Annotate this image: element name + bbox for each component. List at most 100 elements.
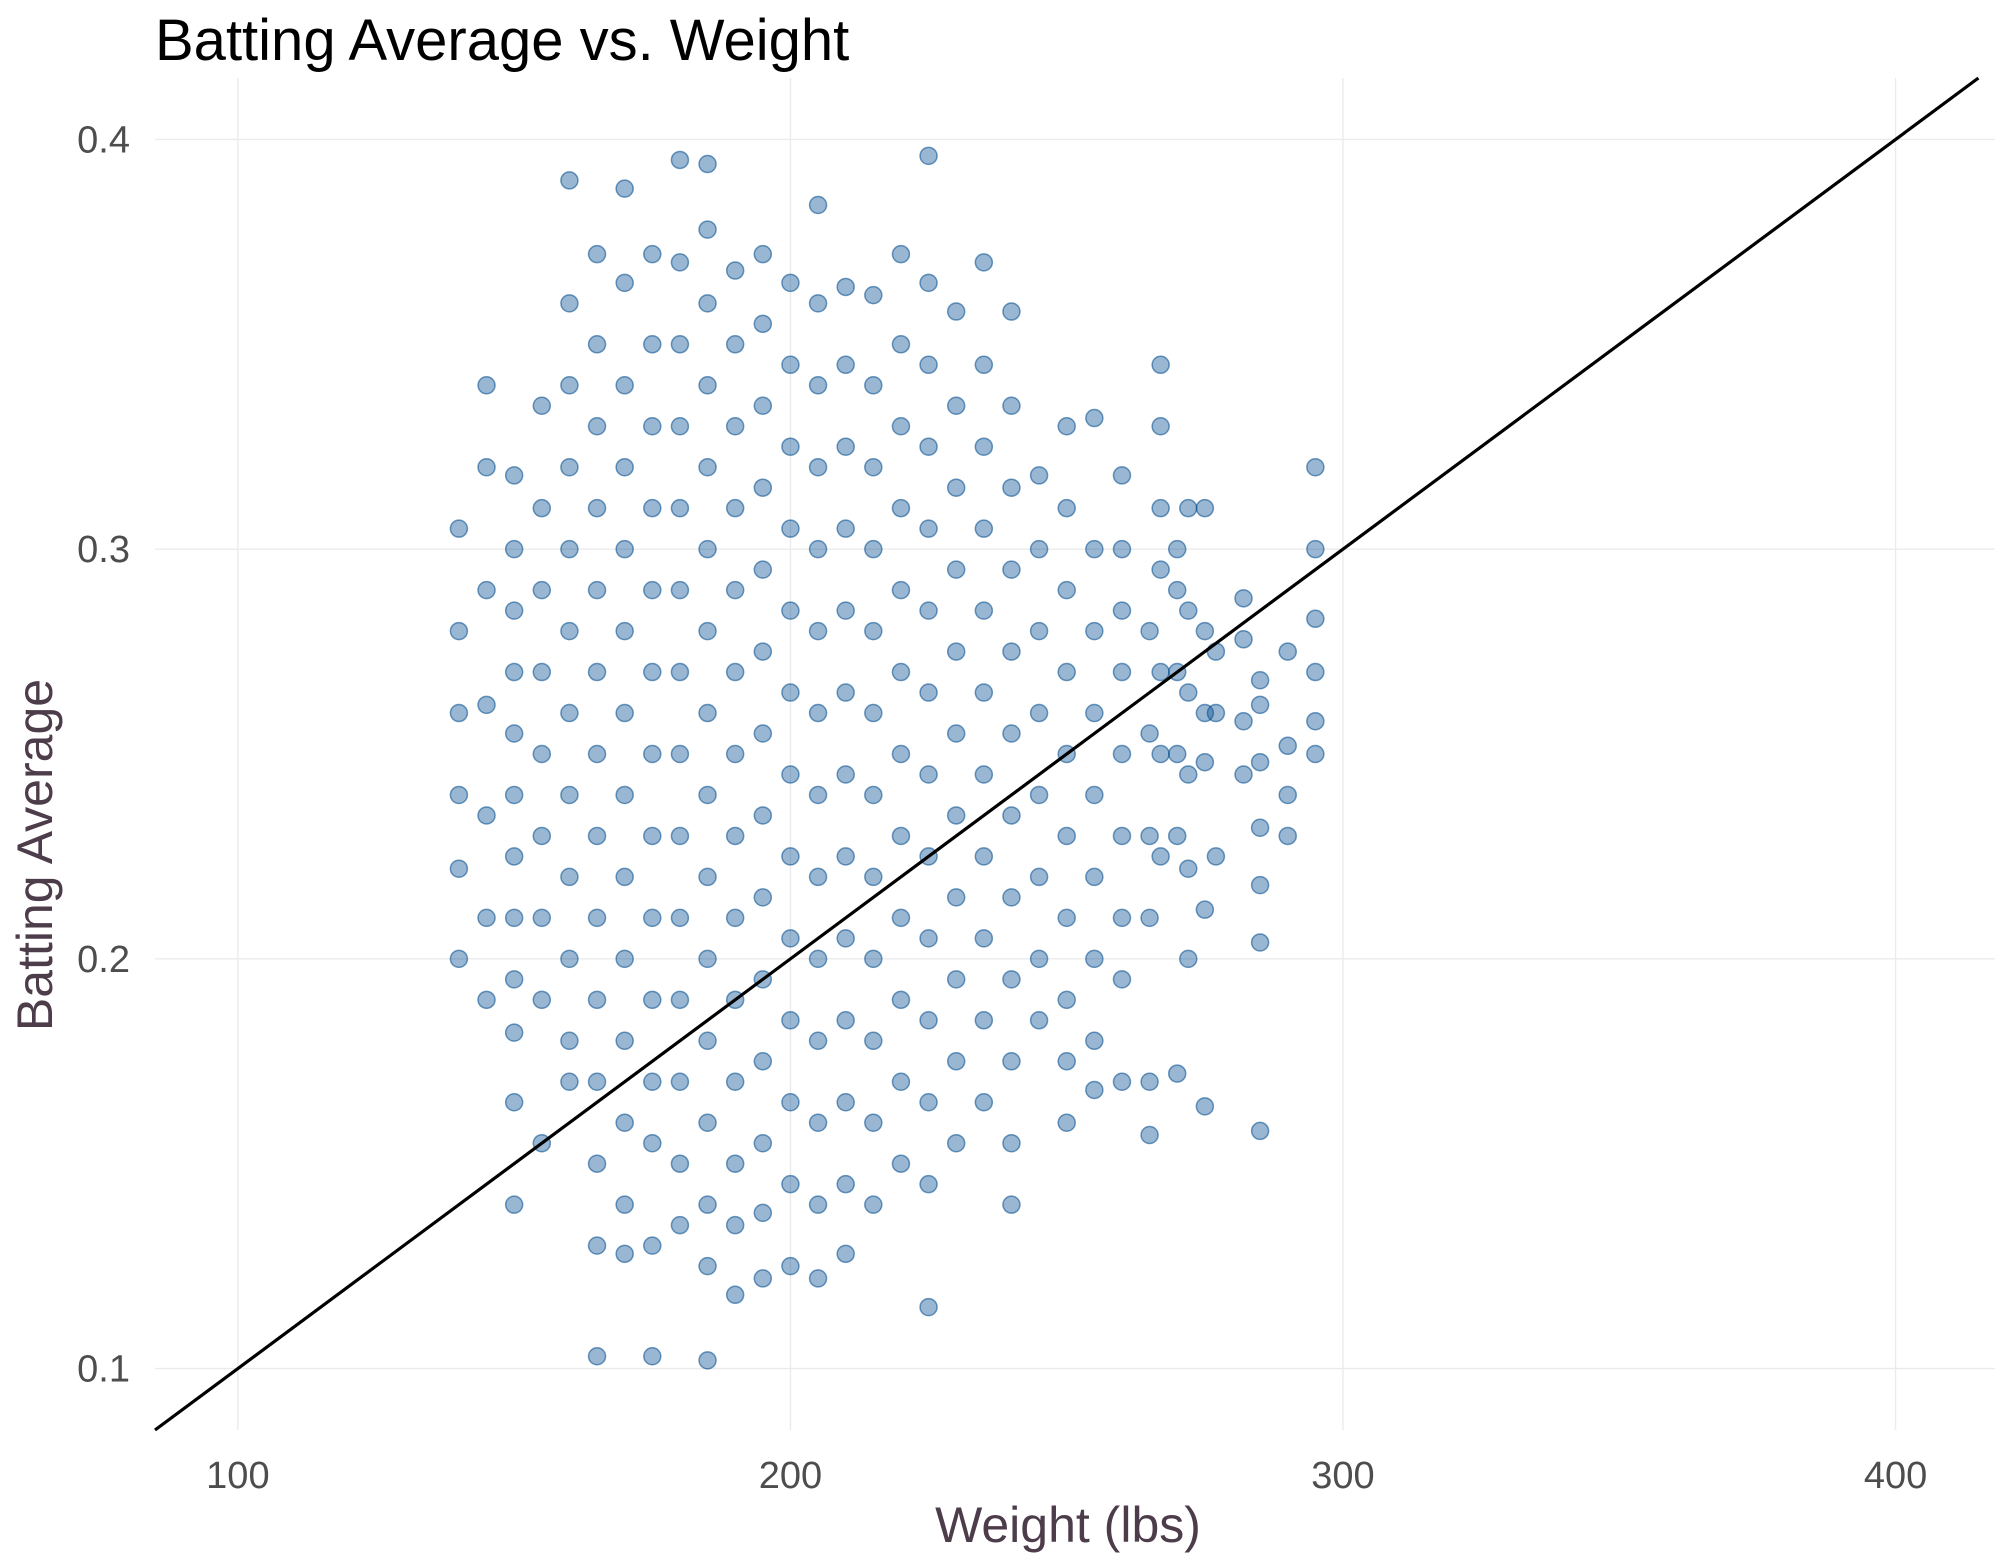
data-point — [615, 703, 634, 723]
data-point — [698, 1195, 717, 1214]
data-point — [532, 826, 552, 846]
data-point — [615, 949, 634, 969]
data-point — [974, 355, 994, 375]
data-point — [698, 949, 717, 969]
data-point — [1112, 826, 1132, 846]
data-point — [698, 1351, 717, 1370]
data-point — [698, 1256, 717, 1276]
data-point — [836, 437, 855, 456]
data-point — [1029, 621, 1049, 641]
data-point — [974, 437, 994, 456]
data-point — [1057, 1052, 1076, 1071]
data-point — [781, 765, 800, 784]
data-point — [919, 601, 938, 620]
data-point — [836, 1244, 855, 1264]
data-point — [1002, 806, 1021, 825]
data-point — [504, 601, 524, 620]
data-point — [1029, 466, 1049, 485]
data-point — [1167, 539, 1187, 559]
data-point — [615, 539, 634, 559]
data-point — [1140, 724, 1159, 743]
data-point — [725, 335, 745, 354]
data-point — [808, 457, 828, 477]
data-point — [504, 1195, 524, 1214]
data-point — [891, 744, 911, 764]
data-point — [919, 273, 938, 293]
data-point — [1057, 908, 1076, 928]
data-point — [974, 929, 994, 948]
data-point — [919, 1297, 938, 1317]
data-point — [725, 1285, 745, 1305]
data-point — [670, 580, 690, 600]
data-point — [560, 949, 579, 969]
data-point — [698, 220, 717, 239]
data-point — [1002, 642, 1021, 661]
data-point — [725, 1072, 745, 1092]
data-point — [670, 1154, 690, 1173]
data-point — [615, 457, 634, 477]
data-point — [1029, 539, 1049, 559]
data-point — [1085, 867, 1104, 887]
data-point — [808, 195, 828, 215]
data-point — [560, 621, 579, 641]
data-point — [587, 1072, 607, 1092]
data-point — [532, 908, 552, 928]
data-point — [1250, 752, 1270, 772]
data-point — [1306, 609, 1325, 629]
data-point — [1085, 785, 1104, 805]
data-point — [698, 621, 717, 641]
data-point — [1029, 703, 1049, 723]
data-point — [891, 990, 911, 1010]
reference-line-layer — [154, 76, 1980, 1432]
data-point — [1112, 1072, 1132, 1092]
data-point — [698, 785, 717, 805]
data-point — [753, 724, 773, 743]
data-point — [698, 703, 717, 723]
data-point — [587, 1347, 607, 1366]
data-point — [836, 765, 855, 784]
data-point — [560, 1031, 579, 1051]
data-point — [864, 785, 883, 805]
data-point — [974, 253, 994, 272]
data-point — [504, 1092, 524, 1112]
data-point — [891, 662, 911, 682]
data-point — [808, 1269, 828, 1288]
data-point — [615, 376, 634, 395]
data-point — [919, 519, 938, 538]
data-point — [504, 785, 524, 805]
data-point — [1167, 744, 1187, 764]
data-point — [725, 261, 745, 280]
data-point — [643, 1072, 662, 1092]
data-point — [919, 929, 938, 948]
data-point — [808, 1113, 828, 1132]
reference-line — [154, 76, 1980, 1432]
data-point — [504, 847, 524, 866]
y-tick-label: 0.1 — [77, 1349, 130, 1391]
data-point — [836, 601, 855, 620]
data-point — [781, 519, 800, 538]
data-point — [1278, 736, 1297, 756]
data-point — [477, 908, 496, 928]
data-point — [532, 580, 552, 600]
data-point — [725, 1215, 745, 1235]
data-point — [1002, 396, 1021, 416]
x-tick-label: 100 — [206, 1455, 269, 1497]
data-point — [1179, 498, 1198, 518]
data-point — [1250, 671, 1270, 690]
data-point — [698, 457, 717, 477]
data-point — [1167, 1064, 1187, 1083]
data-point — [587, 662, 607, 682]
data-point — [1151, 355, 1170, 375]
data-point — [504, 539, 524, 559]
data-point — [615, 1244, 634, 1264]
data-point — [1195, 498, 1215, 518]
data-point — [1234, 589, 1253, 608]
data-point — [615, 273, 634, 293]
data-point — [587, 1154, 607, 1173]
data-point — [781, 1174, 800, 1194]
data-point — [753, 1203, 773, 1223]
data-point — [725, 908, 745, 928]
data-point — [974, 1011, 994, 1030]
data-point — [836, 847, 855, 866]
data-point — [477, 695, 496, 715]
